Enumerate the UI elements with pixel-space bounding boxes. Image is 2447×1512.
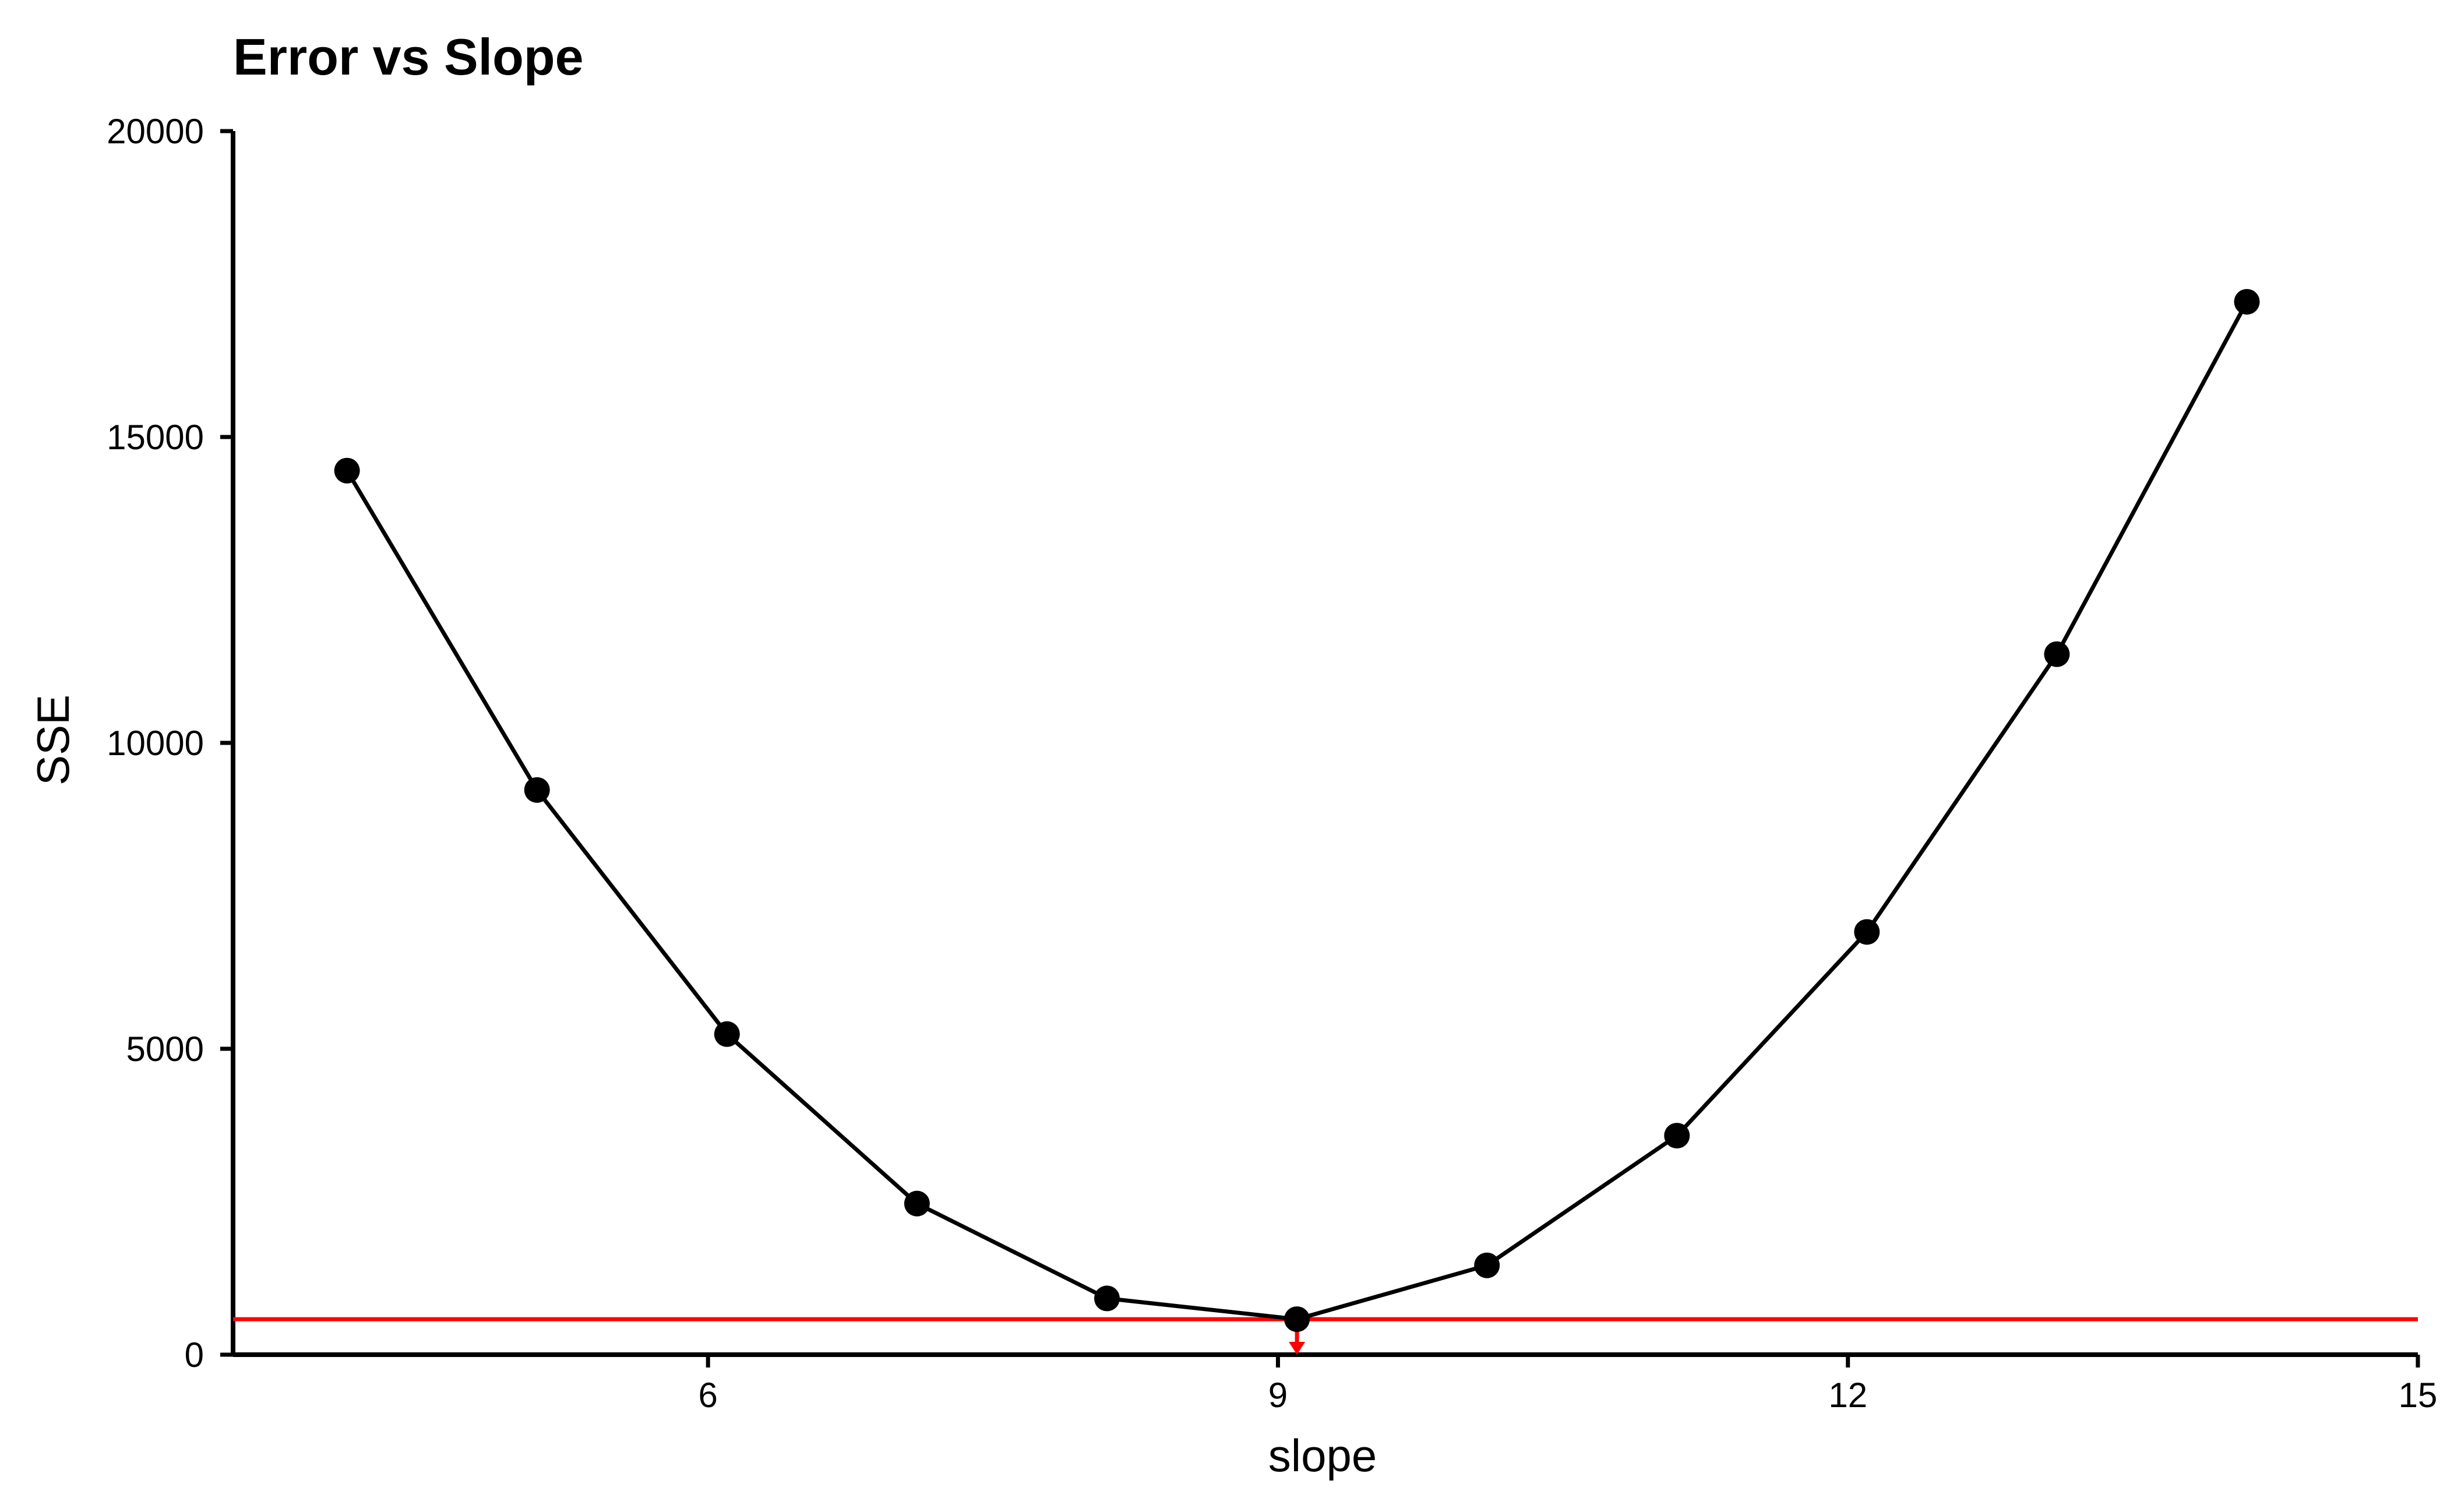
x-axis-label: slope <box>1268 1430 1377 1481</box>
x-tick-label: 12 <box>1828 1376 1867 1415</box>
reference-layer <box>233 1317 2418 1355</box>
sse-data-point <box>334 457 360 484</box>
chart-title: Error vs Slope <box>233 28 584 86</box>
y-tick-label: 15000 <box>107 418 204 457</box>
sse-data-point <box>1094 1285 1120 1312</box>
series-layer <box>334 288 2260 1333</box>
sse-data-point <box>1474 1252 1500 1278</box>
y-tick-label: 20000 <box>107 112 204 151</box>
sse-data-point <box>904 1190 930 1217</box>
x-tick-label: 6 <box>699 1376 718 1415</box>
sse-series-line <box>345 301 2249 1321</box>
x-tick-label: 9 <box>1268 1376 1288 1415</box>
sse-data-point <box>1284 1306 1310 1333</box>
y-tick-label: 0 <box>185 1335 204 1374</box>
y-tick-label: 10000 <box>107 724 204 763</box>
sse-data-point <box>2044 641 2070 667</box>
sse-data-point <box>714 1021 740 1047</box>
sse-data-point <box>2234 288 2260 315</box>
y-tick-label: 5000 <box>126 1030 204 1069</box>
y-axis-label: SSE <box>27 695 79 785</box>
sse-data-point <box>524 777 550 803</box>
x-tick-label: 15 <box>2399 1376 2438 1415</box>
axes: 0 5000 10000 15000 20000 6 9 12 15 <box>107 112 2437 1415</box>
sse-data-point <box>1664 1123 1690 1149</box>
sse-data-point <box>1854 919 1880 945</box>
minimum-arrow-head <box>1289 1342 1306 1355</box>
